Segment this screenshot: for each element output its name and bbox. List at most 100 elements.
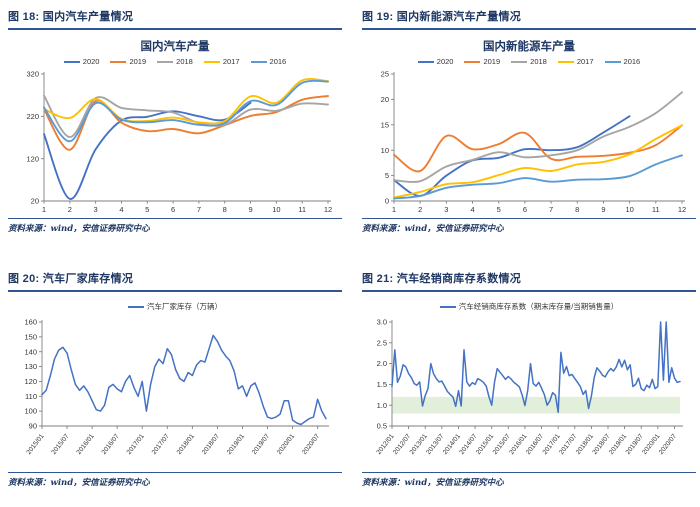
legend-item-2017: 2017: [557, 57, 594, 66]
legend-item-2016: 2016: [250, 57, 286, 66]
axes: [391, 320, 683, 427]
svg-text:220: 220: [26, 112, 39, 121]
svg-text:10: 10: [272, 205, 280, 214]
svg-text:2015/01: 2015/01: [25, 433, 45, 456]
axes: [43, 72, 331, 202]
svg-text:100: 100: [24, 407, 37, 416]
svg-text:2018/01: 2018/01: [176, 433, 196, 456]
svg-text:1: 1: [392, 205, 396, 214]
series-line-汽车经销商库存系数（期末库存量/当期销售量）: [391, 321, 681, 414]
figure-panel-19: 图 19: 国内新能源汽车产量情况 国内新能源车产量 2020 2019 2018 2…: [362, 8, 696, 234]
svg-text:160: 160: [24, 318, 37, 327]
legend-item-2018: 2018: [157, 57, 193, 66]
legend-item-汽车经销商库存系数（期末库存量/当期销售量）: 汽车经销商库存系数（期末库存量/当期销售量）: [439, 301, 618, 312]
svg-text:8: 8: [223, 205, 227, 214]
svg-text:7: 7: [549, 205, 553, 214]
svg-text:11: 11: [298, 205, 306, 214]
svg-text:2.0: 2.0: [377, 359, 387, 368]
svg-text:2020/07: 2020/07: [301, 433, 321, 456]
legend-item-2019: 2019: [464, 57, 500, 66]
series-line-2016: [43, 79, 329, 143]
svg-text:2016/01: 2016/01: [75, 433, 95, 456]
svg-text:9: 9: [248, 205, 252, 214]
series-line-2016: [393, 154, 683, 200]
svg-text:2020/07: 2020/07: [658, 433, 678, 456]
svg-text:1: 1: [42, 205, 46, 214]
svg-text:2019/07: 2019/07: [251, 433, 271, 456]
legend-swatch: [63, 60, 80, 63]
legend-swatch: [128, 305, 144, 308]
legend-swatch: [557, 60, 574, 63]
legend-swatch: [110, 60, 127, 63]
svg-text:3: 3: [444, 205, 448, 214]
legend-item-2016: 2016: [604, 57, 640, 66]
series-line-2017: [393, 124, 683, 199]
svg-text:7: 7: [197, 205, 201, 214]
figure-18-source-note: 资料来源：wind，安信证券研究中心: [8, 218, 342, 234]
figure-19-source-note: 资料来源：wind，安信证券研究中心: [362, 218, 696, 234]
figure-20-source-note: 资料来源：wind，安信证券研究中心: [8, 472, 342, 488]
svg-text:2: 2: [418, 205, 422, 214]
svg-text:2019/01: 2019/01: [226, 433, 246, 456]
figure-19-heading: 图 19: 国内新能源汽车产量情况: [362, 8, 696, 30]
svg-text:6: 6: [523, 205, 527, 214]
svg-text:15: 15: [381, 120, 389, 129]
svg-text:130: 130: [24, 362, 37, 371]
legend-item-汽车厂家库存（万辆）: 汽车厂家库存（万辆）: [128, 301, 222, 312]
svg-text:2020/01: 2020/01: [276, 433, 296, 456]
svg-text:150: 150: [24, 332, 37, 341]
reference-band: [392, 396, 680, 414]
legend-swatch: [439, 305, 456, 308]
svg-text:10: 10: [381, 146, 389, 155]
figure-panel-20: 图 20: 汽车厂家库存情况 汽车厂家库存（万辆） 90 100 110 120 130…: [8, 270, 342, 488]
svg-text:120: 120: [26, 154, 39, 163]
figure-panel-21: 图 21: 汽车经销商库存系数情况 汽车经销商库存系数（期末库存量/当期销售量）…: [362, 270, 696, 488]
svg-text:9: 9: [601, 205, 605, 214]
figure-19-chart-title: 国内新能源车产量: [483, 39, 575, 53]
svg-text:0: 0: [385, 197, 389, 206]
figure-20-legend: 汽车厂家库存（万辆）: [8, 301, 342, 312]
figure-panel-18: 图 18: 国内汽车产量情况 国内汽车产量 2020 2019 2018 2017 20…: [8, 8, 342, 234]
figure-18-heading: 图 18: 国内汽车产量情况: [8, 8, 342, 30]
svg-text:11: 11: [652, 205, 660, 214]
svg-text:4: 4: [119, 205, 123, 214]
svg-text:5: 5: [497, 205, 501, 214]
svg-text:2017/01: 2017/01: [126, 433, 146, 456]
svg-text:20: 20: [381, 95, 389, 104]
svg-text:120: 120: [24, 377, 37, 386]
series-line-2018: [393, 91, 683, 183]
svg-text:12: 12: [678, 205, 686, 214]
svg-text:320: 320: [26, 70, 39, 79]
svg-text:5: 5: [385, 171, 389, 180]
series-line-汽车厂家库存（万辆）: [41, 334, 327, 426]
figure-18-legend: 2020 2019 2018 2017 2016: [8, 57, 342, 66]
figure-21-source-note: 资料来源：wind，安信证券研究中心: [362, 472, 696, 488]
svg-text:90: 90: [29, 422, 37, 431]
figure-21-line-chart: 0.51.01.52.02.53.02012/012012/072013/012…: [375, 318, 683, 456]
legend-item-2019: 2019: [110, 57, 146, 66]
legend-swatch: [417, 60, 434, 63]
svg-text:25: 25: [381, 70, 389, 79]
figure-18-chart-title: 国内汽车产量: [140, 39, 210, 53]
legend-swatch: [250, 60, 267, 63]
svg-text:1.5: 1.5: [377, 380, 387, 389]
axes: [41, 320, 329, 427]
svg-text:2016/07: 2016/07: [101, 433, 121, 456]
figure-21-legend: 汽车经销商库存系数（期末库存量/当期销售量）: [362, 301, 696, 312]
svg-text:2015/07: 2015/07: [50, 433, 70, 456]
figure-19-legend: 2020 2019 2018 2017 2016: [362, 57, 696, 66]
svg-text:4: 4: [470, 205, 474, 214]
axes: [393, 72, 685, 202]
svg-text:6: 6: [171, 205, 175, 214]
svg-text:2017/07: 2017/07: [151, 433, 171, 456]
legend-swatch: [604, 60, 621, 63]
svg-text:8: 8: [575, 205, 579, 214]
svg-text:2: 2: [68, 205, 72, 214]
figure-20-heading: 图 20: 汽车厂家库存情况: [8, 270, 342, 292]
legend-swatch: [464, 60, 481, 63]
svg-text:140: 140: [24, 347, 37, 356]
